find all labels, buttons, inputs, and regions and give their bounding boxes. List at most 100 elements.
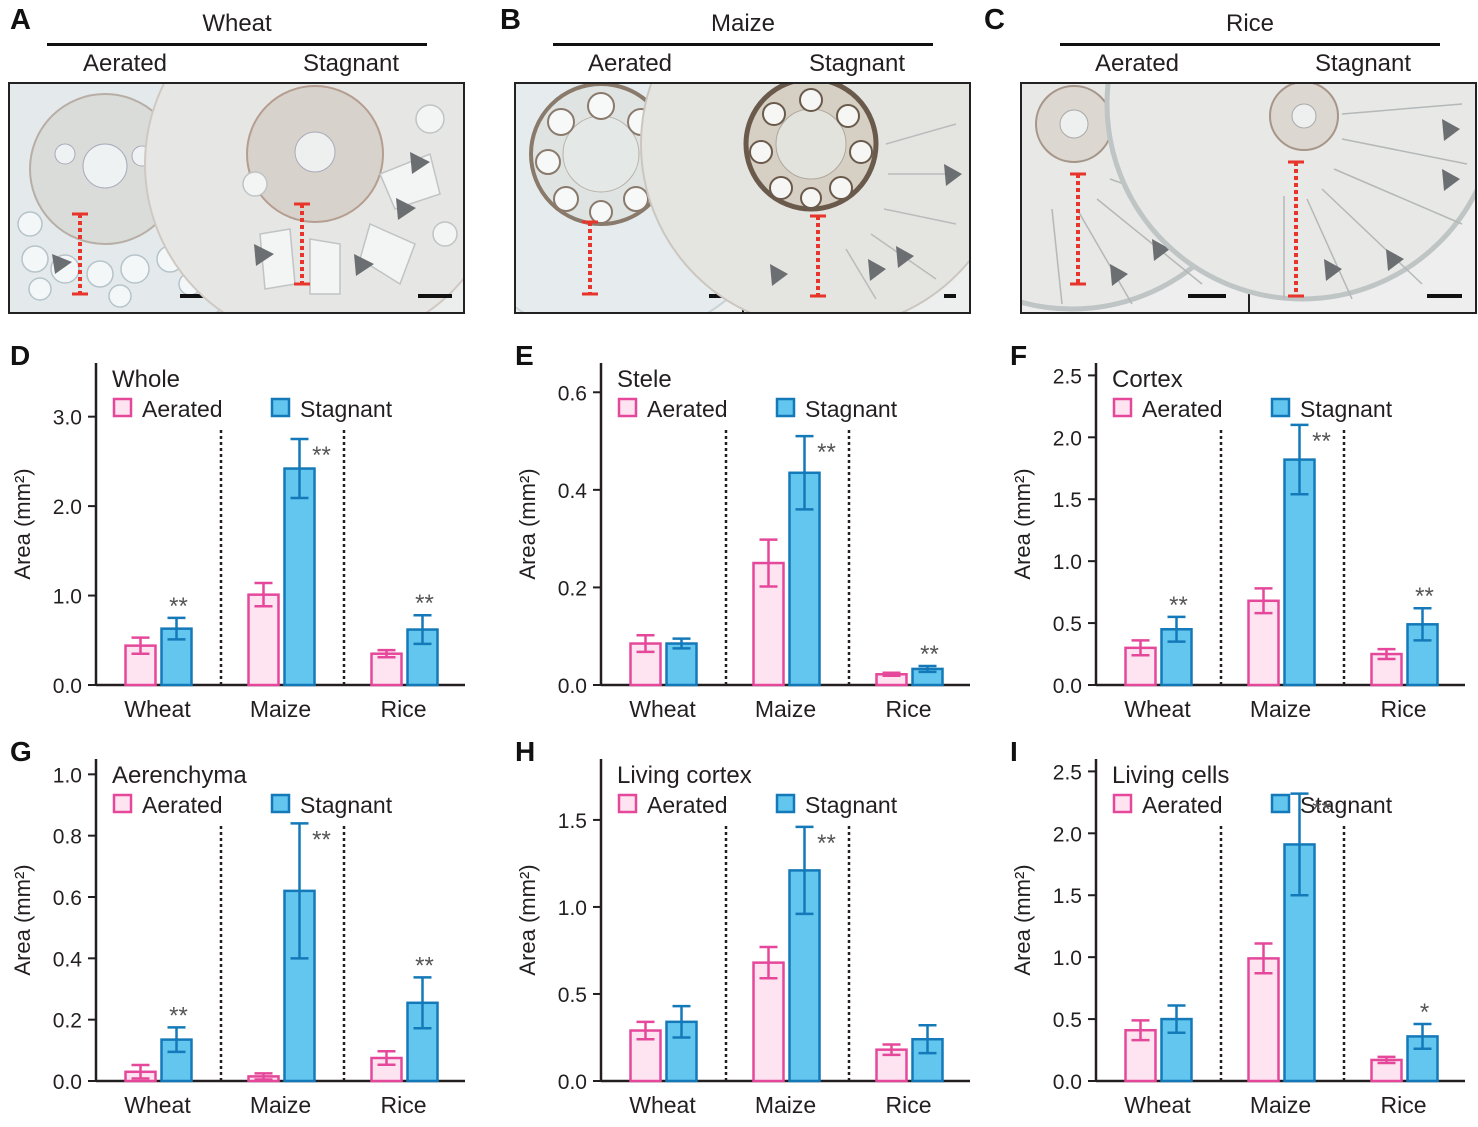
legend-swatch-stagnant <box>270 793 291 814</box>
legend-swatch-stagnant <box>270 397 291 418</box>
chart-panel-d: D Area (mm²) 0.0 1.0 2.0 3.0 Whole Aerated Stagn… <box>0 335 490 725</box>
y-axis-label: Area (mm²) <box>515 864 540 975</box>
micrograph-maize <box>514 82 971 314</box>
y-tick-label: 0.0 <box>53 1071 82 1094</box>
significance-marker: ** <box>817 830 836 857</box>
x-tick-label: Maize <box>250 1092 311 1118</box>
y-tick-label: 0.4 <box>53 948 83 971</box>
y-tick-label: 0.8 <box>53 826 82 849</box>
legend-swatch-aerated <box>112 397 133 418</box>
y-tick-label: 0.6 <box>53 887 82 910</box>
chart-title: Cortex <box>1112 366 1183 393</box>
legend-swatch-aerated <box>617 397 638 418</box>
y-tick-label: 2.0 <box>1053 427 1082 450</box>
chart-title: Whole <box>112 366 180 393</box>
panel-letter-b: B <box>500 4 521 36</box>
chart-panel-i: I Area (mm²) 0.0 0.5 1.0 1.5 2.0 2.5 Living cell… <box>1000 731 1478 1122</box>
y-tick-label: 2.0 <box>53 496 82 519</box>
y-tick-label: 0.2 <box>53 1010 82 1033</box>
legend-label-stagnant: Stagnant <box>300 396 393 422</box>
x-tick-label: Rice <box>1380 696 1426 722</box>
chart-title: Living cells <box>1112 762 1229 789</box>
chart-title: Living cortex <box>617 762 752 789</box>
y-axis-label: Area (mm²) <box>10 468 35 579</box>
y-tick-label: 1.5 <box>1053 489 1082 512</box>
legend-swatch-aerated <box>1112 397 1133 418</box>
legend-swatch-aerated <box>617 793 638 814</box>
legend-swatch-stagnant <box>1270 397 1291 418</box>
header-rule-wheat <box>47 43 427 46</box>
panel-letter-a: A <box>10 4 31 36</box>
legend-label-stagnant: Stagnant <box>805 396 898 422</box>
panel-letter: E <box>515 340 534 371</box>
x-tick-label: Rice <box>885 1092 931 1118</box>
y-tick-label: 0.0 <box>558 675 587 698</box>
x-tick-label: Wheat <box>1124 1092 1191 1118</box>
chart-svg: I Area (mm²) 0.0 0.5 1.0 1.5 2.0 2.5 Living cell… <box>1010 736 1465 1118</box>
y-tick-label: 0.0 <box>1053 1071 1082 1094</box>
bar-aerated <box>370 652 403 687</box>
significance-marker: ** <box>169 1002 188 1029</box>
x-tick-label: Rice <box>885 696 931 722</box>
legend-label-aerated: Aerated <box>647 792 728 818</box>
x-tick-label: Wheat <box>124 696 191 722</box>
chart-svg: F Area (mm²) 0.0 0.5 1.0 1.5 2.0 2.5 Cortex Aerat… <box>1010 340 1465 722</box>
significance-marker: ** <box>817 439 836 466</box>
y-tick-label: 3.0 <box>53 407 82 430</box>
bar-stagnant <box>911 1037 944 1083</box>
significance-marker: ** <box>415 590 434 617</box>
significance-marker: ** <box>1169 592 1188 619</box>
significance-marker: ** <box>312 442 331 469</box>
y-axis-label: Area (mm²) <box>1010 864 1035 975</box>
legend-label-stagnant: Stagnant <box>805 792 898 818</box>
x-tick-label: Maize <box>1250 1092 1311 1118</box>
x-tick-label: Maize <box>1250 696 1311 722</box>
y-tick-label: 1.5 <box>558 810 587 833</box>
significance-marker: * <box>1420 999 1429 1026</box>
chart-svg: G Area (mm²) 0.0 0.2 0.4 0.6 0.8 1.0 Aerenchyma A… <box>10 736 465 1118</box>
y-tick-label: 1.0 <box>1053 551 1082 574</box>
significance-marker: ** <box>312 826 331 853</box>
legend-label-aerated: Aerated <box>142 396 223 422</box>
legend-swatch-stagnant <box>775 397 796 418</box>
chart-panel-g: G Area (mm²) 0.0 0.2 0.4 0.6 0.8 1.0 Aerenchyma A… <box>0 731 490 1122</box>
bar-stagnant <box>283 467 316 687</box>
micrograph-rice <box>1020 82 1477 314</box>
panel-letter: I <box>1010 736 1018 767</box>
x-tick-label: Wheat <box>1124 696 1191 722</box>
y-tick-label: 2.0 <box>1053 823 1082 846</box>
x-tick-label: Maize <box>250 696 311 722</box>
aerated-label-rice: Aerated <box>1094 50 1180 77</box>
significance-marker: ** <box>1415 583 1434 610</box>
y-tick-label: 0.6 <box>558 382 587 405</box>
y-tick-label: 0.5 <box>1053 613 1082 636</box>
bar-stagnant <box>665 642 698 687</box>
panel-letter: F <box>1010 340 1027 371</box>
chart-title: Stele <box>617 366 672 393</box>
significance-marker: ** <box>920 641 939 668</box>
y-tick-label: 2.5 <box>1053 365 1082 388</box>
stagnant-label-wheat: Stagnant <box>302 50 400 77</box>
significance-marker: ** <box>169 593 188 620</box>
legend-swatch-stagnant <box>1270 793 1291 814</box>
chart-svg: D Area (mm²) 0.0 1.0 2.0 3.0 Whole Aerated Stagn… <box>10 340 465 722</box>
y-tick-label: 0.0 <box>53 675 82 698</box>
header-rule-maize <box>553 43 933 46</box>
y-tick-label: 1.0 <box>53 586 82 609</box>
panel-letter: H <box>515 736 535 767</box>
x-tick-label: Rice <box>380 1092 426 1118</box>
legend-label-stagnant: Stagnant <box>1300 792 1393 818</box>
species-header-wheat: Wheat <box>202 10 272 37</box>
y-tick-label: 0.5 <box>558 984 587 1007</box>
panel-letter: D <box>10 340 30 371</box>
species-header-rice: Rice <box>1225 10 1274 37</box>
legend-label-aerated: Aerated <box>647 396 728 422</box>
y-tick-label: 2.5 <box>1053 761 1082 784</box>
bar-aerated <box>1370 652 1403 687</box>
y-tick-label: 0.2 <box>558 577 587 600</box>
legend-swatch-aerated <box>1112 793 1133 814</box>
legend-label-aerated: Aerated <box>142 792 223 818</box>
y-tick-label: 0.0 <box>558 1071 587 1094</box>
y-tick-label: 1.0 <box>558 897 587 920</box>
x-tick-label: Wheat <box>124 1092 191 1118</box>
